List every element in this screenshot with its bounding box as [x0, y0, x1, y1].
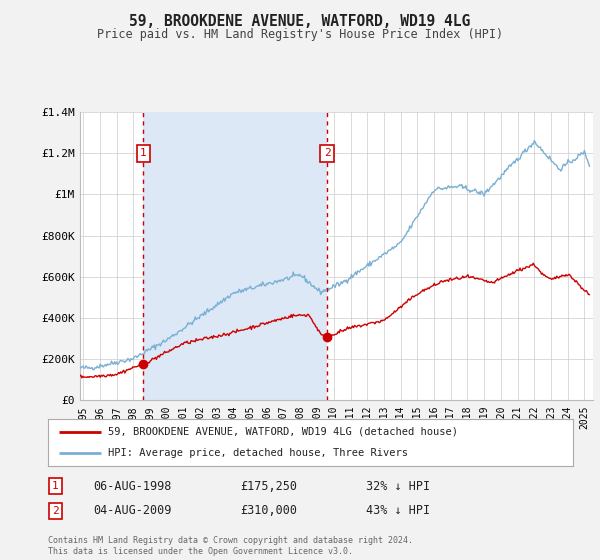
Text: Contains HM Land Registry data © Crown copyright and database right 2024.
This d: Contains HM Land Registry data © Crown c… — [48, 536, 413, 556]
Text: £310,000: £310,000 — [240, 504, 297, 517]
Text: Price paid vs. HM Land Registry's House Price Index (HPI): Price paid vs. HM Land Registry's House … — [97, 28, 503, 41]
Text: 32% ↓ HPI: 32% ↓ HPI — [366, 479, 430, 493]
Text: 1: 1 — [52, 481, 59, 491]
Text: 04-AUG-2009: 04-AUG-2009 — [93, 504, 172, 517]
Text: HPI: Average price, detached house, Three Rivers: HPI: Average price, detached house, Thre… — [109, 449, 409, 459]
Text: 59, BROOKDENE AVENUE, WATFORD, WD19 4LG (detached house): 59, BROOKDENE AVENUE, WATFORD, WD19 4LG … — [109, 427, 458, 437]
Text: 43% ↓ HPI: 43% ↓ HPI — [366, 504, 430, 517]
Text: 06-AUG-1998: 06-AUG-1998 — [93, 479, 172, 493]
Text: 2: 2 — [324, 148, 331, 158]
Text: 2: 2 — [52, 506, 59, 516]
Text: £175,250: £175,250 — [240, 479, 297, 493]
Text: 59, BROOKDENE AVENUE, WATFORD, WD19 4LG: 59, BROOKDENE AVENUE, WATFORD, WD19 4LG — [130, 14, 470, 29]
Bar — [143, 112, 327, 400]
Text: 1: 1 — [140, 148, 146, 158]
